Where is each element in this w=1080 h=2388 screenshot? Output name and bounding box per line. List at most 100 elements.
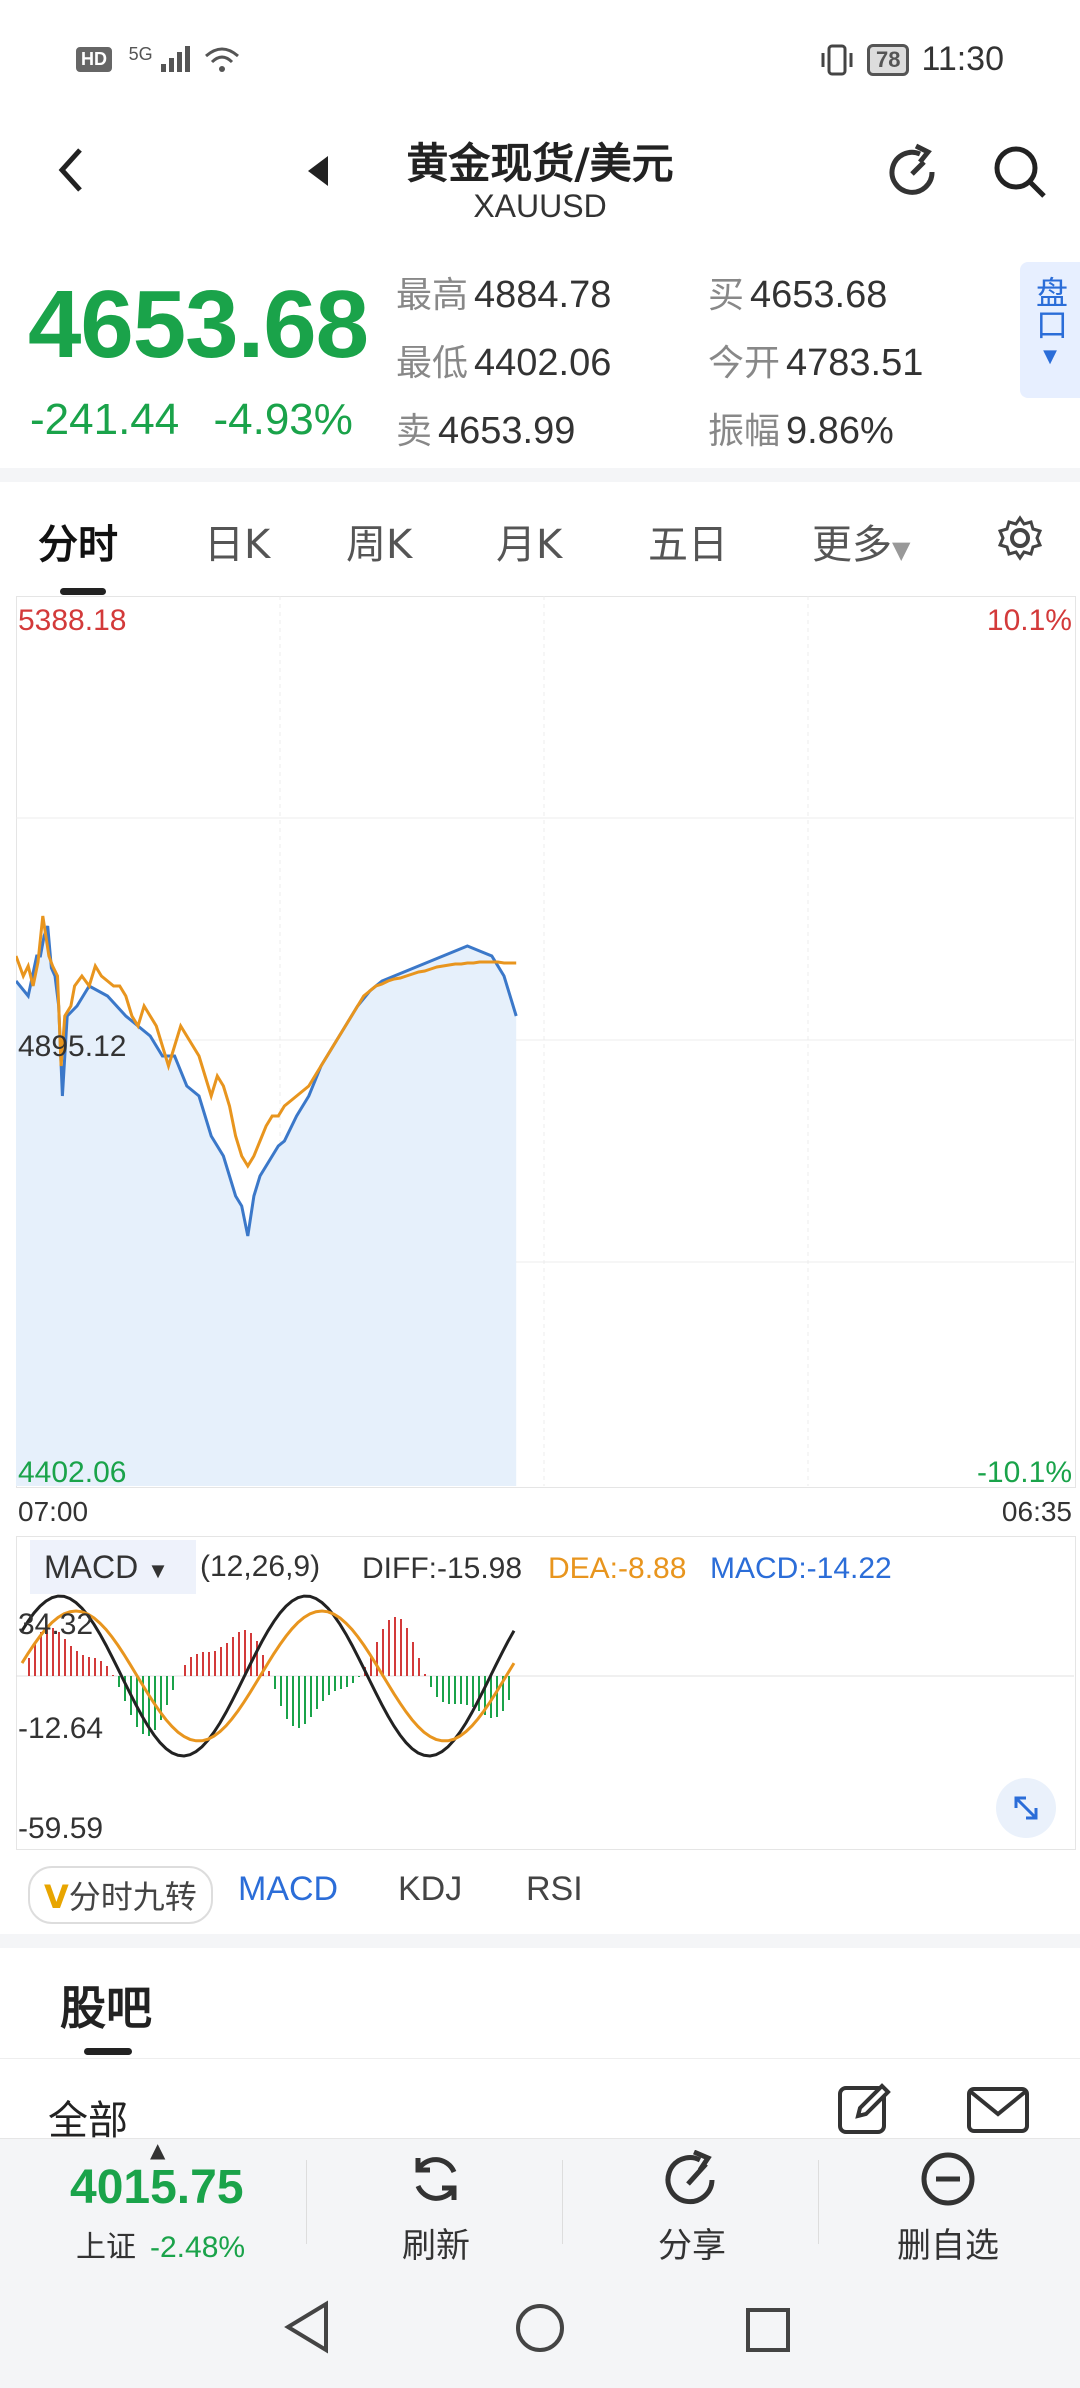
macd-bar	[484, 1676, 486, 1715]
refresh-header-button[interactable]	[884, 142, 944, 206]
macd-bar	[448, 1676, 450, 1704]
macd-bar	[400, 1619, 402, 1676]
price-area	[16, 926, 517, 1486]
macd-dea: DEA:-8.88	[548, 1552, 687, 1585]
guba-title[interactable]: 股吧	[60, 1981, 152, 2035]
macd-bar	[466, 1676, 468, 1705]
high-row: 最高 4884.78	[396, 266, 611, 318]
share-button[interactable]: 分享	[612, 2149, 772, 2267]
nine-turn-label: 分时九转	[68, 1878, 197, 1916]
low-label: 最低	[396, 343, 469, 384]
macd-bar	[262, 1655, 264, 1676]
section-divider-2	[0, 1934, 1080, 1948]
average-line	[16, 915, 517, 1169]
macd-bar	[160, 1676, 162, 1720]
compose-button[interactable]	[836, 2080, 892, 2140]
remove-watchlist-label: 删自选	[897, 2226, 999, 2266]
back-button[interactable]	[52, 142, 92, 198]
macd-bar	[40, 1632, 42, 1676]
share-icon	[665, 2149, 715, 2205]
indicator-macd[interactable]: MACD	[238, 1870, 339, 1908]
tab-more-label: 更多	[812, 522, 892, 568]
macd-bar	[118, 1676, 120, 1687]
order-book-button[interactable]: 盘口 ▼	[1020, 262, 1080, 398]
expand-icon	[1014, 1796, 1038, 1820]
macd-bar	[286, 1676, 288, 1719]
open-row: 今开 4783.51	[708, 334, 923, 386]
bottom-separator	[562, 2160, 563, 2244]
macd-bar	[214, 1651, 216, 1676]
macd-bar	[322, 1676, 324, 1701]
macd-y-bottom: -59.59	[18, 1812, 104, 1845]
remove-watchlist-button[interactable]: 删自选	[868, 2150, 1028, 2267]
nav-back-button[interactable]	[282, 2300, 332, 2358]
amp-row: 振幅 9.86%	[708, 402, 894, 454]
order-book-label: 盘口	[1031, 276, 1069, 340]
nav-home-button[interactable]	[514, 2302, 566, 2358]
signal-icon	[161, 46, 191, 72]
ask-label: 卖	[396, 411, 433, 452]
macd-bar	[268, 1671, 270, 1676]
prev-instrument-button[interactable]	[306, 154, 330, 192]
macd-diff: DIFF:-15.98	[362, 1552, 523, 1585]
nav-recents-button[interactable]	[744, 2306, 792, 2358]
macd-bar	[436, 1676, 438, 1697]
tab-daily-k[interactable]: 日K	[204, 522, 271, 568]
back-icon	[58, 148, 82, 192]
nav-home-icon	[516, 2304, 564, 2352]
amp-value: 9.86%	[786, 410, 894, 452]
macd-bar	[148, 1676, 150, 1736]
tab-weekly-k[interactable]: 周K	[346, 522, 413, 568]
indicator-rsi[interactable]: RSI	[526, 1870, 583, 1908]
macd-bar	[394, 1617, 396, 1676]
macd-bar	[256, 1641, 258, 1676]
macd-bar	[490, 1676, 492, 1718]
macd-bar	[388, 1620, 390, 1676]
macd-bar	[142, 1676, 144, 1734]
tab-monthly-k[interactable]: 月K	[496, 522, 563, 568]
macd-bar	[220, 1647, 222, 1676]
index-info[interactable]: 上证 -2.48%	[76, 2222, 245, 2266]
tab-more[interactable]: 更多▼	[812, 512, 910, 570]
share-label: 分享	[658, 2226, 726, 2266]
chart-end-time: 06:35	[1001, 1496, 1072, 1527]
search-button[interactable]	[990, 142, 1050, 206]
macd-bar	[430, 1676, 432, 1687]
macd-bar	[184, 1665, 186, 1676]
macd-bar	[46, 1627, 48, 1676]
bottom-bar	[0, 2138, 1080, 2261]
macd-bar	[310, 1676, 312, 1717]
low-row: 最低 4402.06	[396, 334, 611, 386]
tab-intraday[interactable]: 分时	[38, 522, 118, 568]
macd-selector[interactable]: MACD ▼	[30, 1540, 196, 1594]
tab-five-day[interactable]: 五日	[648, 522, 728, 568]
macd-bar	[298, 1676, 300, 1728]
indicator-kdj[interactable]: KDJ	[398, 1870, 463, 1908]
triangle-left-icon	[308, 156, 328, 186]
index-price[interactable]: 4015.75	[70, 2161, 244, 2214]
high-label: 最高	[396, 275, 469, 316]
battery-icon: 78	[866, 43, 910, 76]
system-nav-bar	[0, 2260, 1080, 2388]
macd-bar	[418, 1658, 420, 1676]
refresh-button[interactable]: 刷新	[356, 2150, 516, 2267]
macd-bar	[172, 1676, 174, 1690]
diff-line	[20, 1594, 516, 1758]
chart-settings-button[interactable]	[996, 514, 1044, 566]
page-subtitle: XAUUSD	[473, 188, 607, 224]
expand-chart-button[interactable]	[996, 1778, 1056, 1838]
share-refresh-icon	[889, 143, 935, 195]
macd-bar	[502, 1676, 504, 1711]
status-right: 78 11:30	[819, 40, 1004, 79]
caret-up-icon: ▲	[150, 2138, 166, 2162]
caret-down-icon: ▼	[147, 1558, 169, 1583]
macd-chart[interactable]	[16, 1536, 1076, 1850]
messages-button[interactable]	[966, 2086, 1030, 2138]
gear-icon	[997, 515, 1043, 561]
chart-bottom-price: 4402.06	[18, 1456, 127, 1489]
chart-bottom-pct: -10.1%	[976, 1456, 1072, 1489]
bid-row: 买 4653.68	[708, 266, 887, 318]
nine-turn-button[interactable]: V分时九转	[28, 1866, 213, 1924]
guba-filter-all[interactable]: 全部	[48, 2098, 128, 2144]
mail-icon	[967, 2087, 1029, 2133]
